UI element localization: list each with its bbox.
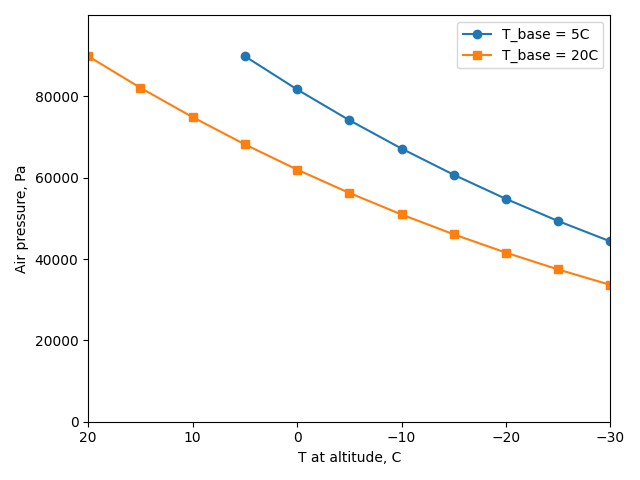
X-axis label: T at altitude, C: T at altitude, C: [298, 451, 401, 465]
T_base = 20C: [397, 212, 405, 217]
T_base = 5C: [241, 53, 249, 59]
T_base = 20C: [450, 231, 458, 237]
T_base = 5C: [346, 117, 353, 123]
T_base = 5C: [450, 172, 458, 178]
T_base = 5C: [293, 86, 301, 92]
T_base = 20C: [607, 282, 614, 288]
Line: T_base = 5C: T_base = 5C: [241, 52, 614, 246]
T_base = 20C: [554, 266, 562, 272]
Y-axis label: Air pressure, Pa: Air pressure, Pa: [15, 164, 29, 273]
T_base = 20C: [293, 167, 301, 172]
Legend: T_base = 5C, T_base = 20C: T_base = 5C, T_base = 20C: [457, 22, 604, 68]
T_base = 20C: [346, 190, 353, 196]
T_base = 20C: [84, 53, 92, 59]
T_base = 20C: [136, 85, 144, 91]
T_base = 20C: [502, 250, 510, 255]
T_base = 20C: [241, 142, 249, 147]
T_base = 5C: [397, 146, 405, 152]
T_base = 20C: [189, 114, 196, 120]
T_base = 5C: [607, 239, 614, 244]
Line: T_base = 20C: T_base = 20C: [84, 52, 614, 289]
T_base = 5C: [554, 218, 562, 224]
T_base = 5C: [502, 196, 510, 202]
